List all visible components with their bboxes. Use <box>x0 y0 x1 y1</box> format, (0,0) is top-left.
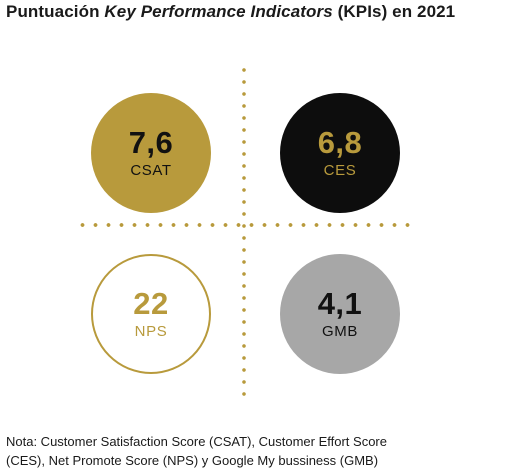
footnote: Nota: Customer Satisfaction Score (CSAT)… <box>6 432 521 470</box>
kpi-value-gmb: 4,1 <box>317 286 363 321</box>
footnote-line-1: Nota: Customer Satisfaction Score (CSAT)… <box>6 434 387 449</box>
kpi-label-csat: CSAT <box>130 162 172 179</box>
vertical-dotted-divider <box>242 64 246 396</box>
kpi-value-csat: 7,6 <box>128 125 174 160</box>
kpi-label-ces: CES <box>323 162 357 179</box>
kpi-value-nps: 22 <box>133 286 169 321</box>
kpi-label-gmb: GMB <box>322 323 358 340</box>
title-emphasis: Key Performance Indicators <box>104 2 333 21</box>
title-prefix: Puntuación <box>6 2 105 21</box>
kpi-label-nps: NPS <box>134 323 168 340</box>
kpi-circle-csat: 7,6 CSAT <box>91 93 211 213</box>
kpi-circle-nps: 22 NPS <box>91 254 211 374</box>
kpi-circle-ces: 6,8 CES <box>280 93 400 213</box>
kpi-value-ces: 6,8 <box>317 125 363 160</box>
chart-title: Puntuación Key Performance Indicators (K… <box>6 2 455 22</box>
footnote-line-2: (CES), Net Promote Score (NPS) y Google … <box>6 453 379 468</box>
kpi-circle-gmb: 4,1 GMB <box>280 254 400 374</box>
horizontal-dotted-divider <box>76 222 414 228</box>
title-suffix: (KPIs) en 2021 <box>332 2 456 21</box>
